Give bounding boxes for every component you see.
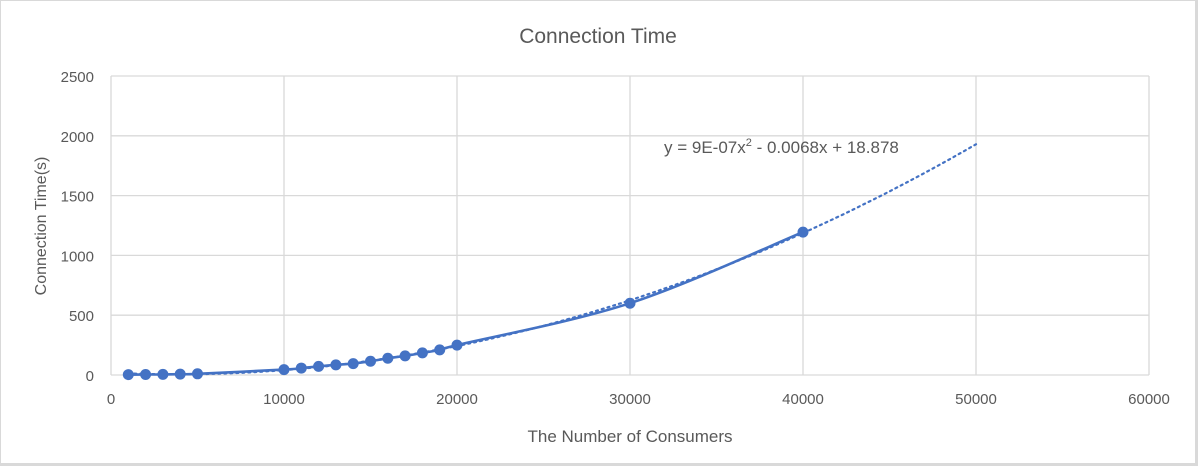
y-axis-ticks: 0 500 1000 1500 2000 2500 [61, 69, 94, 385]
data-point-marker [399, 350, 411, 362]
y-tick-label: 0 [86, 368, 94, 385]
data-point-marker [797, 226, 809, 238]
data-point-marker [157, 368, 169, 380]
data-point-marker [330, 359, 342, 371]
data-point-marker [295, 362, 307, 374]
x-axis-label: The Number of Consumers [527, 427, 732, 446]
y-axis-label: Connection Time(s) [33, 157, 50, 296]
data-point-marker [416, 347, 428, 359]
data-point-marker [365, 355, 376, 367]
trendline-equation: y = 9E-07x2 - 0.0068x + 18.878 [664, 137, 899, 157]
data-point-marker [451, 339, 463, 351]
trendline [127, 143, 978, 376]
data-point-marker [434, 344, 446, 356]
y-tick-label: 1000 [61, 248, 94, 265]
y-tick-label: 500 [69, 308, 94, 325]
chart-title: Connection Time [519, 25, 677, 48]
data-point-marker [382, 352, 394, 364]
series-line [128, 230, 804, 376]
data-point-marker [140, 369, 152, 381]
data-point-marker [192, 368, 203, 380]
x-tick-label: 40000 [782, 391, 824, 408]
x-tick-label: 60000 [1128, 391, 1170, 408]
x-tick-label: 50000 [955, 391, 997, 408]
data-point-marker [278, 364, 290, 376]
y-tick-label: 2500 [61, 69, 94, 86]
x-axis-ticks: 0 10000 20000 30000 40000 50000 60000 [107, 391, 1170, 408]
x-tick-label: 30000 [609, 391, 651, 408]
x-tick-label: 20000 [436, 391, 478, 408]
data-point-marker [624, 297, 636, 309]
x-tick-label: 0 [107, 391, 115, 408]
gridlines [110, 75, 1150, 376]
y-tick-label: 2000 [61, 129, 94, 146]
x-tick-label: 10000 [263, 391, 305, 408]
series-markers [122, 226, 809, 381]
data-point-marker [347, 358, 359, 370]
data-point-marker [313, 360, 325, 372]
data-point-marker [174, 368, 186, 380]
data-point-marker [122, 369, 134, 381]
y-tick-label: 1500 [61, 189, 94, 206]
